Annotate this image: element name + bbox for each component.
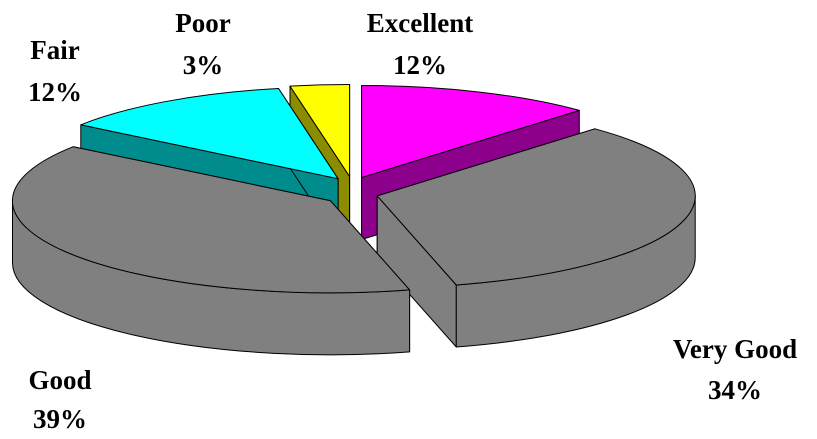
slice-label: Fair (30, 35, 79, 65)
slice-label: Very Good (673, 334, 797, 364)
slice-label: Good (28, 365, 91, 395)
slice-value-label: 12% (393, 50, 447, 80)
slice-label: Poor (175, 8, 230, 38)
slice (11, 146, 411, 294)
slice-value-label: 3% (183, 50, 224, 80)
slice-value-label: 39% (33, 404, 87, 434)
slice-label: Excellent (367, 8, 473, 38)
slice (361, 84, 580, 178)
slice (289, 83, 351, 177)
slice-value-label: 34% (708, 375, 762, 405)
slice (80, 88, 339, 180)
pie (11, 83, 696, 356)
slice (376, 128, 696, 286)
slice-value-label: 12% (28, 77, 82, 107)
